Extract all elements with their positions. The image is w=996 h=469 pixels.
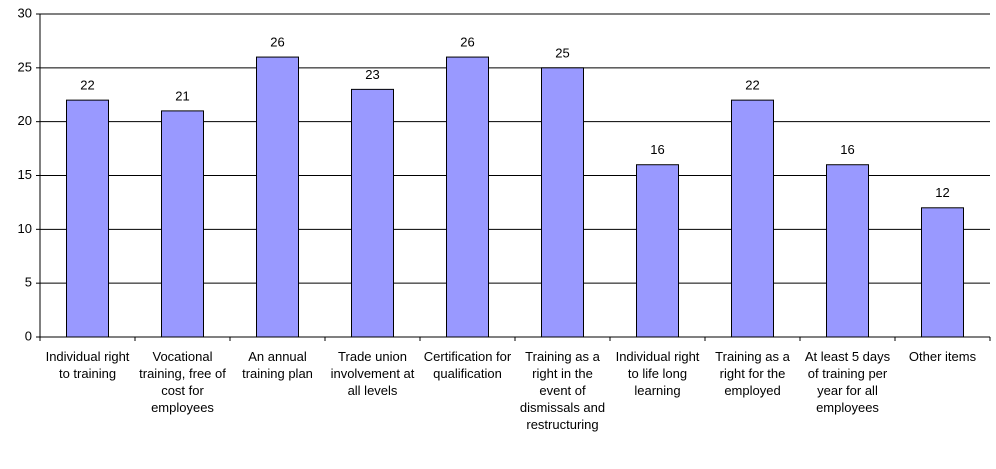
data-label: 16	[840, 142, 854, 157]
y-tick-label: 0	[25, 328, 32, 343]
bar	[541, 67, 584, 338]
x-tick-label: Training as a right in the event of dism…	[519, 349, 606, 432]
bar	[731, 99, 774, 338]
bar	[636, 164, 679, 338]
x-tick-label: Vocational training, free of cost for em…	[139, 349, 226, 415]
y-tick-label: 5	[25, 275, 32, 290]
data-label: 16	[650, 142, 664, 157]
x-tick-label: Other items	[908, 349, 977, 364]
bar	[826, 164, 869, 338]
bar	[256, 56, 299, 338]
data-label: 25	[555, 45, 569, 60]
bar	[66, 99, 109, 338]
x-tick-label: An annual training plan	[242, 349, 313, 381]
x-tick-label: Certification for qualification	[423, 349, 512, 381]
x-tick-label: Training as a right for the employed	[715, 349, 790, 398]
x-tick-label: Individual right to training	[45, 349, 130, 381]
data-label: 12	[935, 185, 949, 200]
bar	[921, 207, 964, 338]
data-label: 22	[745, 78, 759, 93]
bar	[351, 88, 394, 338]
bar	[446, 56, 489, 338]
y-tick-label: 25	[18, 59, 32, 74]
x-tick-label: Individual right to life long learning	[615, 349, 700, 398]
data-label: 22	[80, 78, 94, 93]
x-tick-label: At least 5 days of training per year for…	[804, 349, 891, 415]
x-tick-label: Trade union involvement at all levels	[330, 349, 415, 398]
y-tick-label: 20	[18, 113, 32, 128]
y-tick-label: 30	[18, 5, 32, 20]
bar	[161, 110, 204, 338]
data-label: 26	[460, 35, 474, 50]
y-tick-label: 10	[18, 221, 32, 236]
data-label: 21	[175, 88, 189, 103]
data-label: 23	[365, 67, 379, 82]
y-tick-label: 15	[18, 167, 32, 182]
data-label: 26	[270, 35, 284, 50]
